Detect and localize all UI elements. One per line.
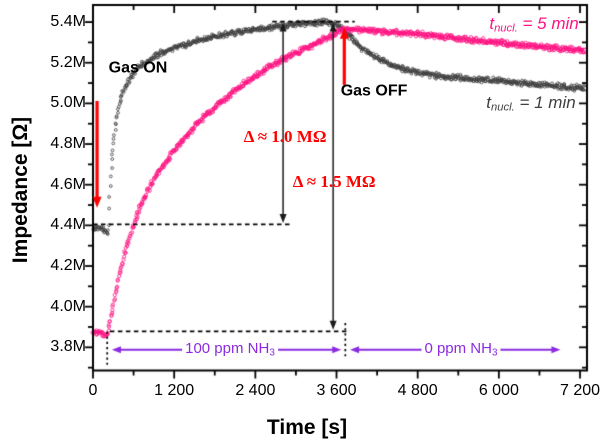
legend-5min-subscript: nucl. (494, 21, 518, 34)
nh3-0ppm-label: 0 ppm NH3 (421, 339, 501, 359)
y-tick-label: 3.8M (50, 338, 86, 356)
x-tick-label: 3 600 (316, 381, 357, 399)
legend-1min-value: = 1 min (514, 93, 576, 113)
delta-1-5MOhm-label: Δ ≈ 1.5 MΩ (292, 172, 376, 192)
legend-5min-value: = 5 min (517, 13, 579, 33)
legend-1min-symbol: t (486, 93, 492, 113)
y-tick-label: 5.0M (50, 94, 86, 112)
legend-tnucl-5min: tnucl. = 5 min (489, 14, 578, 34)
x-tick-label: 0 (88, 381, 98, 399)
x-tick-label: 1 200 (154, 381, 195, 399)
nh3-0ppm-text: 0 ppm NH (424, 339, 492, 357)
y-tick-label: 4.8M (50, 135, 86, 153)
delta-1-0MOhm-label: Δ ≈ 1.0 MΩ (243, 127, 327, 147)
y-tick-label: 4.2M (50, 257, 86, 274)
x-tick-label: 4 800 (397, 381, 438, 399)
y-tick-label: 4.0M (50, 297, 86, 315)
x-tick-label: 6 000 (478, 381, 519, 399)
y-tick-label: 5.2M (50, 53, 86, 71)
y-tick-label: 5.4M (50, 13, 86, 31)
y-tick-label: 4.4M (50, 216, 86, 234)
legend-1min-subscript: nucl. (491, 101, 515, 114)
nh3-100ppm-subscript: 3 (269, 347, 275, 359)
gas-off-label: Gas OFF (340, 82, 408, 100)
nh3-0ppm-subscript: 3 (491, 347, 498, 359)
y-axis-title: Impedance [Ω] (9, 116, 32, 264)
nh3-100ppm-label: 100 ppm NH3 (182, 341, 278, 359)
y-tick-label: 4.6M (50, 175, 86, 193)
x-tick-label: 2 400 (235, 381, 276, 399)
x-tick-label: 7 200 (560, 381, 601, 399)
legend-tnucl-1min: tnucl. = 1 min (486, 94, 575, 114)
nh3-100ppm-text: 100 ppm NH (185, 339, 270, 357)
x-axis-title: Time [s] (266, 416, 348, 439)
legend-5min-symbol: t (489, 13, 495, 33)
gas-on-label: Gas ON (108, 59, 168, 77)
